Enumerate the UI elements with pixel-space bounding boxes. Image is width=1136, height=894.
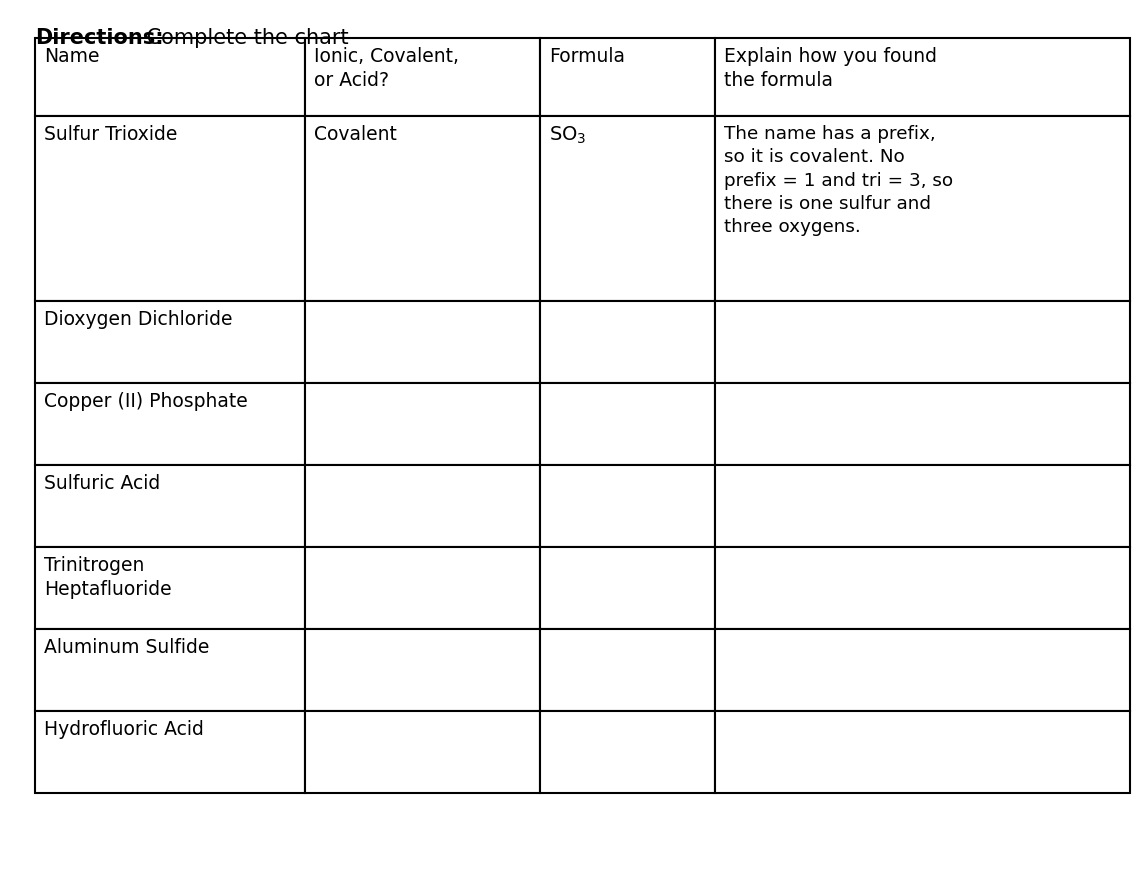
Bar xyxy=(304,38,540,116)
Text: SO$_3$: SO$_3$ xyxy=(549,125,586,147)
Bar xyxy=(715,629,1130,711)
Bar xyxy=(540,711,715,793)
Bar xyxy=(304,116,540,301)
Text: Aluminum Sulfide: Aluminum Sulfide xyxy=(44,638,209,657)
Bar xyxy=(540,383,715,465)
Bar xyxy=(540,547,715,629)
Bar xyxy=(540,116,715,301)
Text: Covalent: Covalent xyxy=(314,125,396,144)
Bar xyxy=(715,465,1130,547)
Text: Complete the chart: Complete the chart xyxy=(140,28,349,48)
Bar xyxy=(715,383,1130,465)
Text: Dioxygen Dichloride: Dioxygen Dichloride xyxy=(44,310,233,329)
Bar xyxy=(715,301,1130,383)
Text: Sulfuric Acid: Sulfuric Acid xyxy=(44,474,160,493)
Bar xyxy=(304,465,540,547)
Bar xyxy=(35,301,304,383)
Bar xyxy=(35,629,304,711)
Bar xyxy=(304,711,540,793)
Text: Explain how you found
the formula: Explain how you found the formula xyxy=(724,47,937,90)
Bar xyxy=(35,547,304,629)
Bar xyxy=(304,383,540,465)
Bar xyxy=(540,465,715,547)
Bar xyxy=(715,38,1130,116)
Bar xyxy=(715,711,1130,793)
Text: Name: Name xyxy=(44,47,100,66)
Bar xyxy=(35,383,304,465)
Text: Ionic, Covalent,
or Acid?: Ionic, Covalent, or Acid? xyxy=(314,47,459,90)
Bar xyxy=(715,547,1130,629)
Text: Copper (II) Phosphate: Copper (II) Phosphate xyxy=(44,392,248,411)
Bar xyxy=(35,465,304,547)
Text: Hydrofluoric Acid: Hydrofluoric Acid xyxy=(44,720,203,739)
Text: Trinitrogen
Heptafluoride: Trinitrogen Heptafluoride xyxy=(44,556,172,599)
Bar xyxy=(35,116,304,301)
Text: Directions:: Directions: xyxy=(35,28,164,48)
Text: The name has a prefix,
so it is covalent. No
prefix = 1 and tri = 3, so
there is: The name has a prefix, so it is covalent… xyxy=(724,125,953,236)
Bar xyxy=(715,116,1130,301)
Bar xyxy=(304,547,540,629)
Bar xyxy=(540,301,715,383)
Bar xyxy=(304,301,540,383)
Text: Sulfur Trioxide: Sulfur Trioxide xyxy=(44,125,177,144)
Text: Formula: Formula xyxy=(549,47,625,66)
Bar xyxy=(540,38,715,116)
Bar xyxy=(304,629,540,711)
Bar xyxy=(540,629,715,711)
Bar xyxy=(35,38,304,116)
Bar xyxy=(35,711,304,793)
